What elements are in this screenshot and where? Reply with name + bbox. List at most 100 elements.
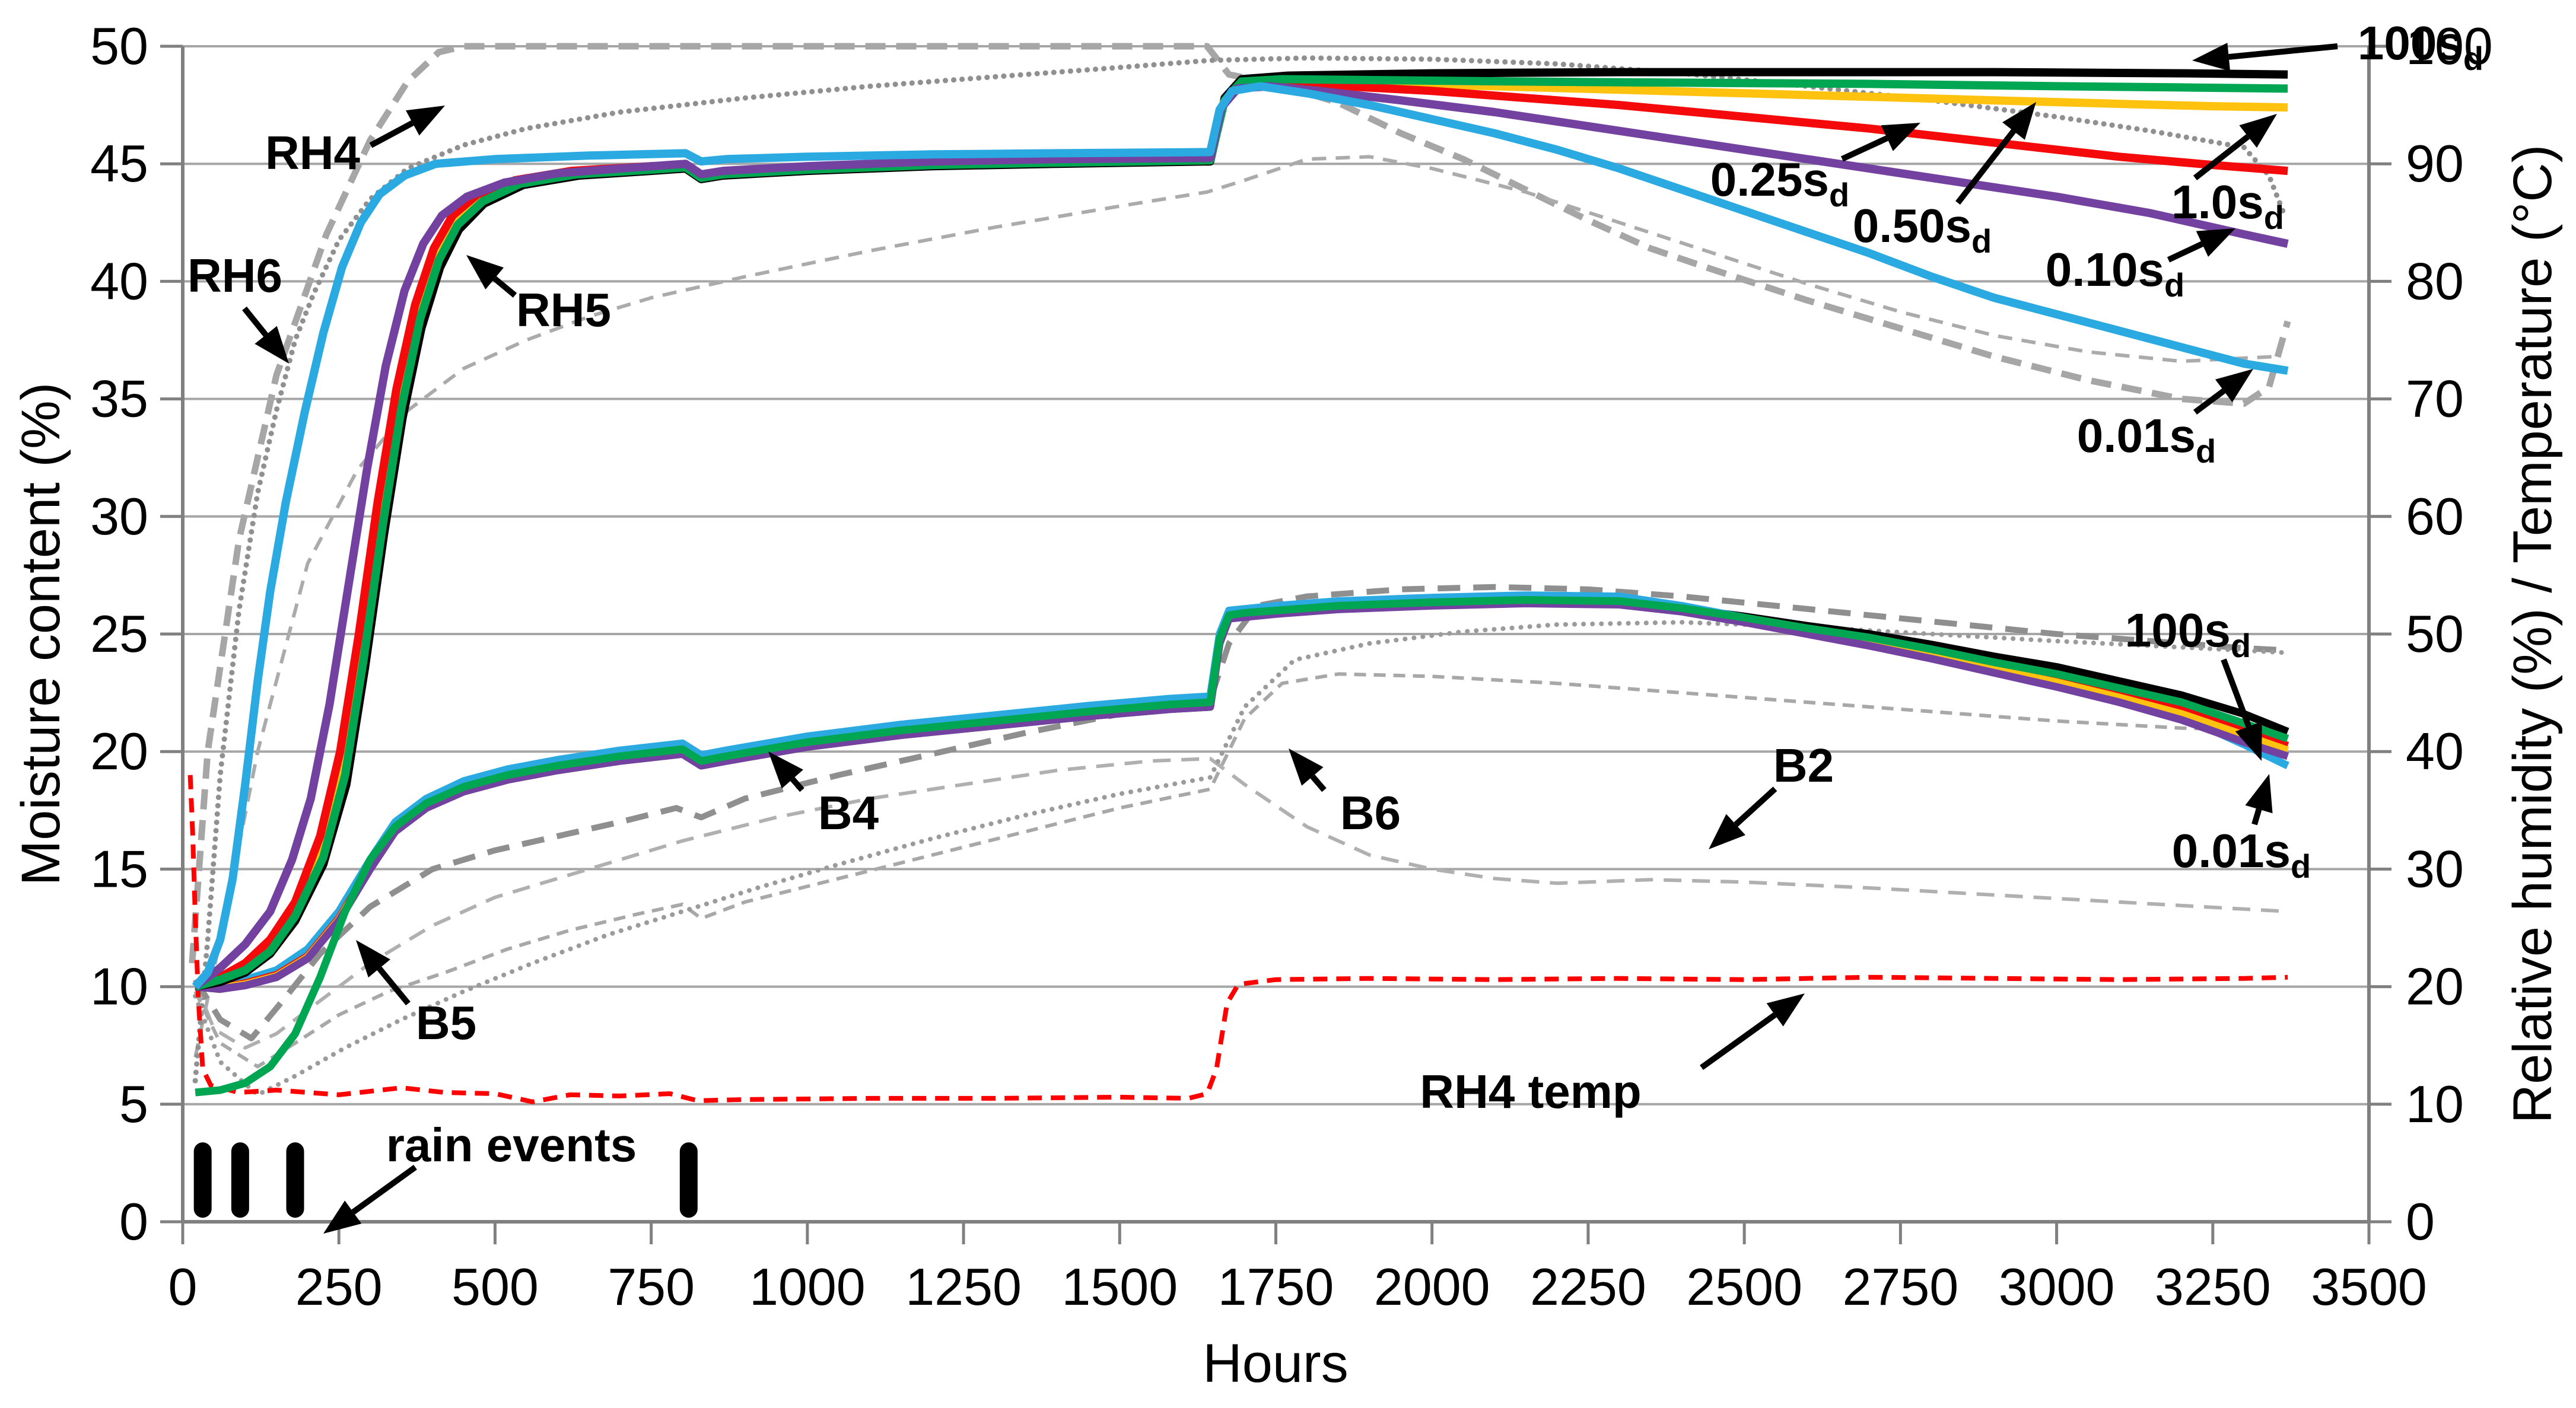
annotation-arrow-sd10-shaft — [2193, 134, 2250, 180]
annotation-label-sd001-low: 0.01sd — [2172, 824, 2311, 885]
annotation-arrow-sd050-head — [2002, 102, 2036, 140]
x-tick-label-1500: 1500 — [1061, 1257, 1178, 1316]
y-right-tick-label-30: 30 — [2406, 839, 2464, 898]
y-right-tick-label-0: 0 — [2406, 1192, 2435, 1251]
y-right-tick-label-10: 10 — [2406, 1075, 2464, 1133]
y-right-tick-label-90: 90 — [2406, 134, 2464, 193]
y-right-tick-label-100: 100 — [2406, 17, 2493, 75]
annotation-label-rain: rain events — [386, 1119, 637, 1171]
annotation-arrow-rh6-shaft — [242, 306, 268, 337]
annotation-sd001-low: 0.01sd — [2172, 774, 2311, 885]
series-line-rh4 — [189, 43, 2291, 964]
annotation-arrow-sd100-top-shaft — [2228, 43, 2338, 60]
axes — [160, 44, 2391, 1244]
annotation-arrow-sd001-low-shaft — [2251, 808, 2262, 826]
annotation-arrow-rh4-shaft — [369, 120, 414, 148]
x-tick-label-2000: 2000 — [1374, 1257, 1490, 1316]
annotation-arrow-b6-shaft — [1310, 774, 1327, 792]
y-left-tick-label-45: 45 — [90, 134, 148, 193]
y-right-tick-label-50: 50 — [2406, 604, 2464, 663]
annotation-arrow-sd001-up-head — [2215, 369, 2253, 403]
x-tick-label-3000: 3000 — [1999, 1257, 2115, 1316]
annotation-arrow-rain-head — [323, 1200, 362, 1234]
annotation-sd10: 1.0sd — [2171, 114, 2284, 236]
annotation-arrow-sd001-up-shaft — [2193, 388, 2226, 415]
series-line-upper-010sd — [192, 82, 2289, 990]
series-line-upper-025sd — [193, 79, 2288, 991]
x-tick-label-3500: 3500 — [2311, 1257, 2427, 1316]
annotation-arrow-b4-shaft — [790, 777, 804, 792]
y-right-tick-label-60: 60 — [2406, 487, 2464, 546]
annotation-arrow-sd025-head — [1881, 123, 1920, 151]
y-left-tick-label-0: 0 — [119, 1192, 148, 1251]
annotation-label-sd010: 0.10sd — [2046, 243, 2184, 304]
annotation-arrow-sd10-head — [2239, 114, 2277, 148]
x-tick-label-2500: 2500 — [1686, 1257, 1802, 1316]
y-right-tick-label-20: 20 — [2406, 957, 2464, 1016]
x-tick-label-1000: 1000 — [749, 1257, 866, 1316]
y-left-tick-label-5: 5 — [119, 1075, 148, 1133]
x-tick-label-2250: 2250 — [1530, 1257, 1646, 1316]
tick-labels: 0510152025303540455001020304050607080901… — [90, 17, 2493, 1316]
y-right-tick-label-70: 70 — [2406, 369, 2464, 428]
annotation-sd050: 0.50sd — [1853, 102, 2036, 260]
y-left-axis-title: Moisture content (%) — [11, 383, 71, 886]
annotation-arrow-rain-shaft — [351, 1164, 417, 1215]
annotation-label-sd100-top: 100sd — [2358, 17, 2483, 77]
data-series — [187, 43, 2291, 1104]
annotation-label-sd10: 1.0sd — [2171, 176, 2284, 236]
y-right-tick-label-80: 80 — [2406, 251, 2464, 310]
y-left-tick-label-10: 10 — [90, 957, 148, 1016]
y-right-tick-label-40: 40 — [2406, 722, 2464, 781]
annotation-arrow-rh5-shaft — [492, 276, 517, 298]
annotation-rain: rain events — [323, 1119, 637, 1234]
annotation-label-rh6: RH6 — [187, 249, 282, 302]
y-left-tick-label-40: 40 — [90, 251, 148, 310]
annotation-rh5: RH5 — [466, 255, 611, 336]
annotation-arrow-sd050-shaft — [1955, 129, 2016, 205]
x-tick-label-250: 250 — [295, 1257, 383, 1316]
x-tick-label-500: 500 — [451, 1257, 539, 1316]
annotation-arrow-sd010-shaft — [2167, 241, 2203, 263]
annotation-label-b2: B2 — [1773, 739, 1834, 792]
rain-event-bars — [193, 1142, 698, 1218]
series-line-b6 — [193, 620, 2291, 1097]
annotation-arrow-sd010-head — [2196, 228, 2235, 257]
annotation-label-b6: B6 — [1340, 786, 1401, 839]
annotation-b2: B2 — [1709, 739, 1834, 849]
y-right-axis-title: Relative humidity (%) / Temperature (°C) — [2502, 145, 2563, 1124]
annotation-sd025: 0.25sd — [1710, 123, 1920, 214]
annotation-arrow-b2-shaft — [1734, 786, 1777, 827]
y-left-tick-label-30: 30 — [90, 487, 148, 546]
annotation-label-rh4: RH4 — [265, 126, 361, 179]
x-tick-label-1750: 1750 — [1218, 1257, 1334, 1316]
annotation-arrow-b5-shaft — [377, 966, 411, 1006]
x-tick-label-750: 750 — [608, 1257, 695, 1316]
annotation-sd100-low: 100sd — [2125, 604, 2262, 761]
annotation-arrow-rh4-head — [406, 106, 445, 136]
annotation-arrow-sd100-top-head — [2192, 43, 2231, 71]
annotation-label-rh4-temp: RH4 temp — [1420, 1065, 1641, 1118]
annotation-rh4-temp: RH4 temp — [1420, 993, 1805, 1118]
series-line-upper-10sd — [194, 75, 2288, 991]
series-line-rh4-temp — [187, 775, 2288, 1104]
series-line-lower-010sd — [195, 600, 2289, 993]
annotation-arrow-sd025-shaft — [1840, 135, 1888, 162]
annotation-arrow-b6-head — [1289, 748, 1324, 786]
annotation-label-b4: B4 — [818, 786, 879, 839]
annotation-arrow-rh4-temp-head — [1766, 993, 1805, 1027]
x-tick-label-0: 0 — [168, 1257, 198, 1316]
y-left-tick-label-50: 50 — [90, 17, 148, 75]
annotation-sd100-top: 100sd — [2192, 17, 2483, 77]
y-left-tick-label-20: 20 — [90, 722, 148, 781]
x-axis-title: Hours — [1203, 1333, 1348, 1394]
series-line-rh5 — [193, 155, 2276, 1058]
series-line-b5 — [193, 672, 2288, 1069]
annotation-arrow-b4-head — [768, 751, 803, 789]
annotation-rh6: RH6 — [187, 249, 289, 364]
series-line-upper-001sd — [192, 82, 2289, 990]
series-line-lower-10sd — [195, 596, 2289, 1097]
gridlines — [183, 45, 2369, 1106]
annotation-arrow-b5-head — [356, 940, 390, 978]
annotation-b4: B4 — [768, 751, 879, 839]
